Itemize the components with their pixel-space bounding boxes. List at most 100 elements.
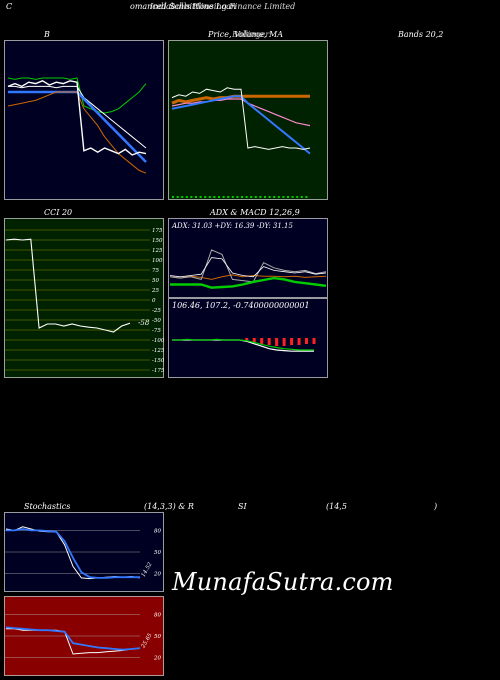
adx-readout: ADX: 31.03 +DY: 16.39 -DY: 31.15 [171, 222, 293, 230]
volume-bar [245, 196, 248, 198]
rsi-title: SI [238, 502, 247, 511]
macd-histogram-bar [275, 338, 279, 346]
volume-bar [236, 196, 239, 198]
volume-bar [218, 196, 220, 198]
macd-histogram-bar [245, 338, 249, 340]
oscillator-line-1 [5, 626, 141, 651]
adx-line-1 [169, 249, 327, 283]
cci-panel: 175 150 125 100 75 50 25 0 -25 -50 -75 -100 -125 -150… [4, 218, 164, 378]
price-line-3 [171, 87, 311, 150]
bollinger-bands-title: Bands 20,2 [398, 30, 444, 39]
price-line-2 [171, 95, 311, 155]
oscillator-tick-label: 20 [153, 572, 161, 578]
oscillator-tick-label: 50 [154, 550, 161, 556]
volume-bar [277, 196, 280, 198]
cci-tick-label: 75 [152, 268, 159, 274]
macd-histogram-bar [290, 338, 294, 345]
bollinger-line-0 [7, 77, 147, 114]
macd-histogram-bar [252, 338, 256, 342]
cci-line [5, 238, 131, 333]
oscillator-line-1 [6, 528, 140, 579]
cci-tick-label: 25 [151, 288, 159, 294]
cci-tick-label: 0 [152, 298, 156, 304]
bollinger-line-3 [7, 91, 147, 174]
cci-tick-label: 125 [152, 248, 163, 254]
adx-macd-panel: ADX: 31.03 +DY: 16.39 -DY: 31.15 106.46,… [168, 218, 328, 378]
bollinger-b-title: B [44, 30, 50, 39]
header-company-label: Indiabulls Housing Finance Limited [150, 2, 296, 11]
macd-readout: 106.46, 107.2, -0.7400000000001 [172, 301, 310, 310]
cci-title: CCI 20 [44, 208, 73, 217]
macd-signal-line [172, 338, 314, 351]
volume-bar [264, 196, 266, 198]
volume-bar [273, 196, 276, 198]
volume-bar [287, 196, 289, 198]
cci-tick-label: 150 [152, 238, 163, 244]
bollinger-chart [4, 40, 164, 200]
cci-chart: 175 150 125 100 75 50 25 0 -25 -50 -75 -100 -125 -150… [4, 218, 164, 378]
volume-bar [222, 196, 225, 198]
macd-histogram-bar [297, 338, 301, 345]
rsi-close-paren: ) [434, 502, 438, 511]
cci-tick-label: 100 [152, 258, 163, 264]
volume-bar [241, 196, 243, 198]
rsi-panel: 80 50 20 25.65 [4, 596, 164, 676]
oscillator-tick-label: 80 [154, 528, 161, 534]
oscillator-tick-label: 50 [154, 634, 161, 640]
macd-histogram-bar [267, 338, 271, 345]
adx-macd-title: ADX & MACD 12,26,9 [210, 208, 300, 217]
bollinger-overlap-title: Bollinger [232, 30, 270, 39]
volume-bar [282, 196, 285, 198]
oscillator-tick-label: 80 [154, 612, 161, 618]
volume-bar [172, 196, 174, 198]
bollinger-line-4 [7, 80, 147, 156]
volume-bar [259, 196, 262, 198]
cci-tick-label: -175 [152, 368, 164, 374]
price-chart [168, 40, 328, 200]
volume-bar [268, 196, 271, 198]
macd-histogram-bar [312, 338, 316, 344]
cci-tick-label: 50 [152, 278, 159, 284]
price-volume-title: Price, Volume, MA [208, 30, 284, 39]
header-overlap-label: omanced Schnittline Loan [130, 2, 237, 11]
volume-bar [199, 196, 202, 198]
bollinger-panel [4, 40, 164, 200]
stochastics-panel: 80 50 20 14.52 [4, 512, 164, 592]
stochastics-params-title: (14,3,3) & R [144, 502, 194, 511]
volume-bar [296, 196, 299, 198]
cci-tick-label: 175 [152, 228, 163, 234]
cci-last-value: -58 [138, 319, 150, 327]
volume-bar [254, 196, 257, 198]
volume-bar [231, 196, 234, 198]
macd-histogram-bar [305, 338, 309, 344]
oscillator-tick-label: 20 [153, 656, 161, 662]
adx-line-2 [169, 257, 327, 278]
cci-tick-label: -25 [152, 308, 161, 314]
price-panel [168, 40, 328, 200]
volume-bar [195, 196, 197, 198]
cci-tick-label: -150 [152, 358, 164, 364]
cci-tick-label: -100 [152, 338, 164, 344]
macd-histogram-bar [260, 338, 264, 344]
volume-bar [176, 196, 179, 198]
adx-macd-chart: ADX: 31.03 +DY: 16.39 -DY: 31.15 106.46,… [168, 218, 328, 378]
stochastics-title: Stochastics [24, 502, 71, 511]
cci-tick-label: -75 [152, 328, 161, 334]
cci-tick-label: -50 [152, 318, 161, 324]
watermark-text: MunafaSutra.com [172, 568, 394, 596]
macd-histogram-bar [282, 338, 286, 346]
volume-bar [300, 196, 303, 198]
volume-bar [227, 196, 230, 198]
header-left-label: C [6, 2, 13, 11]
volume-bar [208, 196, 211, 198]
volume-bar [305, 196, 308, 198]
volume-bar [185, 196, 188, 198]
volume-bar [291, 196, 294, 198]
volume-bar [213, 196, 216, 198]
volume-bar [250, 196, 253, 198]
oscillator-line-0 [6, 628, 141, 655]
cci-tick-label: -125 [152, 348, 164, 354]
volume-bar [190, 196, 193, 198]
rsi-params-title: (14,5 [326, 502, 347, 511]
